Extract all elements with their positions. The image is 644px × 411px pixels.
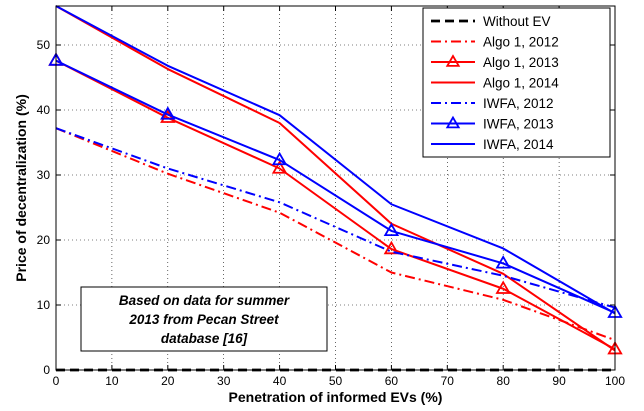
x-tick-label: 0: [53, 374, 60, 388]
x-tick-label: 40: [273, 374, 287, 388]
legend-item: Without EV: [431, 14, 551, 29]
y-tick-label: 40: [37, 103, 51, 117]
y-tick-label: 20: [37, 233, 51, 247]
legend-label: Algo 1, 2012: [483, 35, 559, 50]
legend-item: IWFA, 2014: [431, 137, 554, 152]
x-tick-label: 10: [105, 374, 119, 388]
series-line: [55, 5, 616, 352]
series-line: [55, 59, 616, 314]
annotation-line-2: 2013 from Pecan Street: [128, 312, 279, 327]
y-tick-label: 0: [43, 363, 50, 377]
data-point-marker: [383, 222, 400, 237]
legend-item: Algo 1, 2014: [431, 76, 559, 91]
x-tick-label: 90: [552, 374, 566, 388]
legend-label: IWFA, 2012: [483, 96, 554, 111]
legend-label: IWFA, 2014: [483, 137, 554, 152]
x-tick-label: 70: [441, 374, 455, 388]
legend-items: Without EV Algo 1, 2012 Algo 1, 2013 Algo 1…: [431, 14, 559, 152]
legend-marker: [445, 54, 461, 67]
legend-item: Algo 1, 2013: [431, 54, 559, 70]
axis-ticks: 0 10 20 30 40 50 60 70 80 90 100 0 10 20 30 40 50: [37, 6, 625, 388]
x-axis-label: Penetration of informed EVs (%): [229, 389, 443, 405]
annotation-line-1: Based on data for summer: [119, 293, 290, 308]
data-source-annotation: Based on data for summer 2013 from Pecan…: [80, 286, 328, 352]
legend-marker: [445, 115, 461, 129]
legend-label: Without EV: [483, 14, 551, 29]
x-tick-label: 60: [385, 374, 399, 388]
data-point-marker: [271, 160, 288, 174]
data-point-marker: [271, 151, 288, 166]
y-tick-label: 10: [37, 298, 51, 312]
y-axis-label: Price of decentralization (%): [13, 94, 29, 281]
data-point-marker: [495, 280, 511, 294]
legend-label: IWFA, 2013: [483, 117, 554, 132]
series-line: [55, 59, 616, 351]
legend-label: Algo 1, 2013: [483, 55, 559, 70]
y-tick-label: 30: [37, 168, 51, 182]
data-point-marker: [495, 255, 511, 269]
x-tick-label: 50: [329, 374, 343, 388]
series-6: [55, 5, 616, 315]
series-line: [55, 127, 616, 342]
series-1: [55, 127, 616, 342]
legend: Without EV Algo 1, 2012 Algo 1, 2013 Algo 1…: [422, 7, 611, 158]
data-point-marker: [383, 240, 400, 255]
series-3: [55, 5, 616, 352]
legend-item: IWFA, 2012: [431, 96, 554, 111]
series-line: [55, 5, 616, 315]
x-tick-label: 100: [605, 374, 625, 388]
annotation-line-3: database [16]: [161, 331, 248, 346]
data-point-marker: [160, 106, 176, 120]
legend-item: Algo 1, 2012: [431, 35, 559, 50]
annotation-box: [80, 286, 328, 352]
x-tick-label: 20: [161, 374, 175, 388]
legend-item: IWFA, 2013: [431, 115, 554, 132]
x-tick-label: 80: [497, 374, 511, 388]
legend-label: Algo 1, 2014: [483, 76, 559, 91]
y-tick-label: 50: [37, 38, 51, 52]
x-tick-label: 30: [217, 374, 231, 388]
